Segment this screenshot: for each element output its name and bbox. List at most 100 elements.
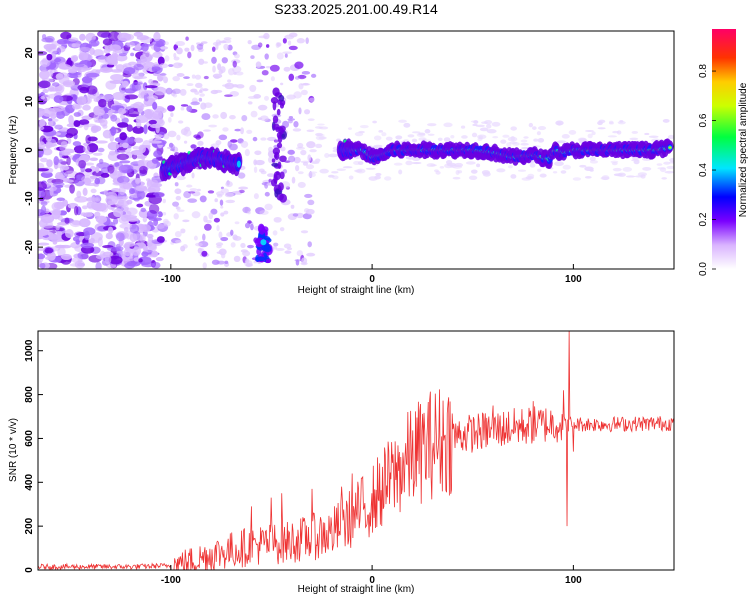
spectrogram-blob xyxy=(175,239,182,244)
spectrogram-blob xyxy=(275,247,285,251)
spectrogram-blob xyxy=(281,133,286,138)
spectrogram-blob xyxy=(247,210,251,215)
spectrogram-blob xyxy=(625,175,636,178)
spectrogram-blob xyxy=(58,63,72,70)
spectrogram-blob xyxy=(163,133,170,140)
spectrogram-blob xyxy=(124,241,135,247)
spectrogram-blob xyxy=(200,102,207,110)
spectrogram-blob xyxy=(403,122,411,128)
spectrogram-blob xyxy=(97,237,103,247)
spectrogram-blob xyxy=(263,244,272,253)
spectrogram-blob xyxy=(164,41,169,46)
colorbar: 0.0 0.2 0.4 0.6 0.8 Normalized spectral ampl… xyxy=(698,29,749,276)
spectrogram-blob xyxy=(240,242,246,249)
spectrogram-blob xyxy=(589,160,599,164)
spectrogram-blob xyxy=(435,170,441,175)
spectrogram-blob xyxy=(445,159,453,165)
spectrogram-blob xyxy=(174,182,179,187)
spectrogram-blob xyxy=(74,63,85,68)
spectrogram-blob xyxy=(167,117,172,123)
spectrogram-blob xyxy=(521,146,529,150)
spectrogram-blob xyxy=(247,95,258,99)
spectrogram-blob xyxy=(148,79,154,84)
spectrogram-blob xyxy=(73,205,79,216)
spectrogram-blob xyxy=(132,125,145,134)
spectrogram-blob xyxy=(223,210,229,215)
spectrogram-blob xyxy=(470,169,478,174)
spectrogram-blob xyxy=(148,119,157,125)
spectrogram-blob xyxy=(224,260,229,265)
spectrogram-blob xyxy=(622,167,633,172)
spectrogram-blob xyxy=(118,164,132,174)
spectrogram-blob xyxy=(38,242,50,246)
spectrogram-blob xyxy=(561,134,570,139)
spectrogram-blob xyxy=(247,40,252,45)
spectrogram-blob xyxy=(460,125,466,129)
spectrogram-blob xyxy=(297,142,304,149)
spectrogram-blob xyxy=(98,158,104,165)
spectrogram-blob xyxy=(484,119,493,125)
spectrogram-blob xyxy=(180,245,186,252)
spectrogram-blob xyxy=(102,38,113,46)
spectrogram-blob xyxy=(398,119,407,123)
spectrogram-blob xyxy=(668,146,672,149)
snr-panel: -100 0 100 0 200 400 600 800 1000 Height of str… xyxy=(8,330,675,595)
spectrogram-blob xyxy=(411,156,421,161)
spectrogram-blob xyxy=(395,135,403,140)
spectrogram-blob xyxy=(250,110,258,118)
spectrogram-blob xyxy=(184,47,190,52)
spectrogram-blob xyxy=(208,212,214,220)
spectrogram-blob xyxy=(309,171,318,174)
spectrogram-blob xyxy=(201,113,211,120)
spectrogram-blob xyxy=(288,116,294,119)
spectrogram-blob xyxy=(271,162,279,167)
spectrogram-blob xyxy=(79,33,86,41)
spectrogram-blob xyxy=(356,168,366,174)
spectrogram-blob xyxy=(294,61,304,69)
spectrogram-blob xyxy=(225,199,236,204)
spectrogram-blob xyxy=(162,211,167,216)
spectrogram-blob xyxy=(221,57,228,64)
spectrogram-blob xyxy=(68,37,79,42)
spectrogram-blob xyxy=(282,37,287,44)
spectrogram-blob xyxy=(116,175,130,184)
spectrogram-blob xyxy=(54,174,65,180)
spectrogram-blob xyxy=(264,53,269,60)
spectrogram-blob xyxy=(234,128,242,132)
spectrogram-blob xyxy=(455,170,460,175)
spectrogram-blob xyxy=(197,140,204,146)
spectrogram-blob xyxy=(200,248,204,252)
spectrogram-blob xyxy=(107,141,120,151)
spectrogram-blob xyxy=(264,95,269,101)
spectrogram-blob xyxy=(306,129,315,132)
spectrogram-blob xyxy=(104,254,112,265)
spectrogram-blob xyxy=(476,163,481,168)
spectrogram-blob xyxy=(273,242,279,247)
spectrogram-blob xyxy=(244,259,253,268)
spectrogram-blob xyxy=(148,217,162,222)
spectrogram-blob xyxy=(111,188,121,193)
spectrogram-blob xyxy=(60,201,65,207)
spectrogram-blob xyxy=(195,242,203,247)
spectrogram-blob xyxy=(229,143,238,151)
spectrogram-blob xyxy=(110,114,118,122)
spectrogram-blob xyxy=(430,164,437,167)
spectrogram-blob xyxy=(152,191,165,198)
spectrogram-blob xyxy=(144,113,151,118)
spectrogram-blob xyxy=(640,174,646,179)
spectrogram-blob xyxy=(69,219,82,228)
spectrogram-blob xyxy=(97,147,105,153)
spectrogram-blob xyxy=(478,135,483,140)
spectrogram-blob xyxy=(78,160,87,169)
spectrogram-blob xyxy=(261,70,269,76)
spectrogram-blob xyxy=(80,242,95,249)
spectrogram-blob xyxy=(532,126,537,130)
spectrogram-blob xyxy=(273,216,282,223)
spectrogram-blob xyxy=(126,113,140,117)
colorbar-tick-label: 0.6 xyxy=(698,113,709,127)
spectrogram-x-label: Height of straight line (km) xyxy=(298,285,415,296)
spectrogram-blob xyxy=(572,177,582,181)
spectrogram-blob xyxy=(171,88,182,95)
spectrogram-blob xyxy=(69,184,75,194)
